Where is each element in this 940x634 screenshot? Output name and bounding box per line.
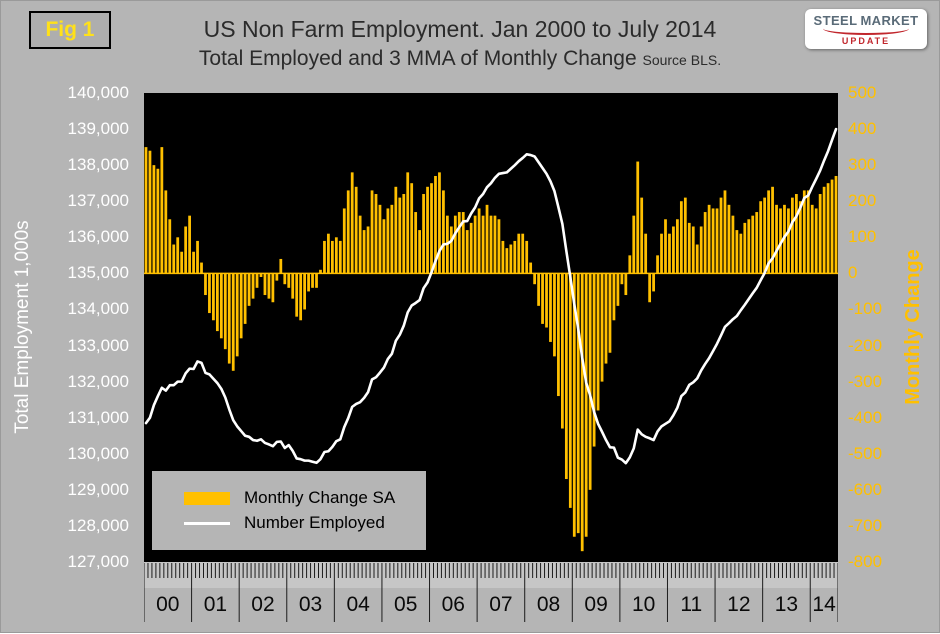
x-axis-year-label: 09 [584, 593, 608, 616]
x-axis-ruler [143, 562, 839, 626]
right-axis-tick-label: 500 [848, 83, 877, 102]
right-axis-tick-label: 300 [848, 155, 877, 175]
left-axis-tick-label: 133,000 [67, 335, 129, 355]
right-axis-tick-label: 200 [848, 191, 877, 211]
left-axis-tick-label: 136,000 [67, 227, 129, 247]
right-axis-ticks: 500 400 300 200 100 0 -100 -200 -300 -400 -500 -600… [842, 83, 922, 571]
left-axis-tick-label: 137,000 [67, 191, 129, 211]
chart-subtitle-text: Total Employed and 3 MMA of Monthly Chan… [198, 47, 637, 71]
x-axis-year-label: 04 [346, 593, 370, 616]
right-axis-tick-label: 0 [848, 263, 858, 283]
right-axis-tick-label: -200 [848, 335, 883, 355]
steel-market-update-logo: STEEL MARKET UPDATE [805, 9, 927, 49]
legend-bar-label: Monthly Change SA [244, 488, 396, 507]
legend-row-line: Number Employed [184, 513, 416, 533]
chart-canvas [144, 127, 838, 552]
left-axis-tick-label: 127,000 [67, 552, 129, 571]
left-axis-tick-label: 134,000 [67, 299, 129, 319]
x-axis-year-label: 01 [203, 593, 228, 616]
legend-line-label: Number Employed [244, 513, 385, 532]
left-axis-tick-label: 138,000 [67, 155, 129, 175]
x-axis-year-label: 12 [727, 593, 751, 616]
x-axis-year-label: 06 [441, 593, 465, 616]
left-axis-tick-label: 135,000 [67, 263, 129, 283]
left-axis-tick-label: 130,000 [67, 443, 129, 463]
right-axis-tick-label: -700 [848, 515, 883, 535]
figure-label: Fig 1 [45, 18, 95, 41]
month-tick-comb [143, 563, 839, 622]
left-axis-title: Total Employment 1,000s [12, 220, 33, 434]
logo-word-update: UPDATE [841, 35, 891, 46]
left-axis-ticks: 140,000 139,000 138,000 137,000 136,000 135,0… [1, 83, 137, 571]
right-axis-tick-label: -400 [848, 407, 883, 427]
chart-title-block: US Non Farm Employment. Jan 2000 to July… [131, 16, 789, 71]
x-axis-year-label: 03 [298, 593, 323, 616]
figure-label-box: Fig 1 [29, 11, 111, 49]
left-axis-tick-label: 131,000 [67, 407, 129, 427]
right-axis-tick-label: 400 [848, 119, 877, 139]
x-axis-year-label: 11 [680, 593, 703, 616]
right-axis-tick-label: -300 [848, 371, 883, 391]
chart-source: Source BLS. [642, 52, 722, 69]
logo-word-steel: STEEL [813, 12, 858, 28]
employment-line [144, 127, 838, 465]
x-axis-years: 00 01 02 03 04 05 06 07 08 09 10 11 12 13 14 [144, 593, 838, 623]
x-axis-year-label: 00 [156, 593, 180, 616]
right-axis-tick-label: -500 [848, 443, 883, 463]
monthly-change-bars [144, 147, 838, 552]
left-axis-tick-label: 140,000 [67, 83, 129, 102]
logo-word-market: MARKET [860, 12, 919, 28]
logo-text-line1: STEEL MARKET [814, 13, 919, 28]
x-axis-year-label: 05 [394, 593, 418, 616]
x-axis-year-label: 10 [631, 593, 656, 616]
x-axis-year-label: 02 [251, 593, 275, 616]
left-axis-tick-label: 128,000 [67, 515, 129, 535]
legend-row-bars: Monthly Change SA [184, 488, 416, 508]
x-axis-year-label: 08 [536, 593, 561, 616]
x-axis-year-label: 13 [774, 593, 799, 616]
chart-subtitle: Total Employed and 3 MMA of Monthly Chan… [131, 47, 789, 71]
x-axis-band [144, 562, 838, 588]
right-axis-title: Monthly Change [902, 249, 924, 405]
right-axis-tick-label: -100 [848, 299, 883, 319]
zero-baseline [144, 272, 838, 275]
plot-area: Monthly Change SA Number Employed [144, 93, 838, 562]
legend-line-swatch [184, 521, 230, 525]
right-axis-tick-label: -800 [848, 552, 883, 571]
left-axis-tick-label: 132,000 [67, 371, 129, 391]
x-axis-year-label: 14 [812, 593, 836, 616]
right-axis-tick-label: -600 [848, 479, 883, 499]
left-axis-tick-label: 129,000 [67, 479, 129, 499]
right-axis-tick-label: 100 [848, 227, 877, 247]
left-axis-tick-label: 139,000 [67, 119, 129, 139]
logo-swoosh-icon [823, 26, 909, 35]
legend-bar-swatch [184, 491, 230, 505]
legend: Monthly Change SA Number Employed [151, 470, 427, 551]
chart-title: US Non Farm Employment. Jan 2000 to July… [203, 16, 717, 42]
x-axis-year-label: 07 [489, 593, 513, 616]
